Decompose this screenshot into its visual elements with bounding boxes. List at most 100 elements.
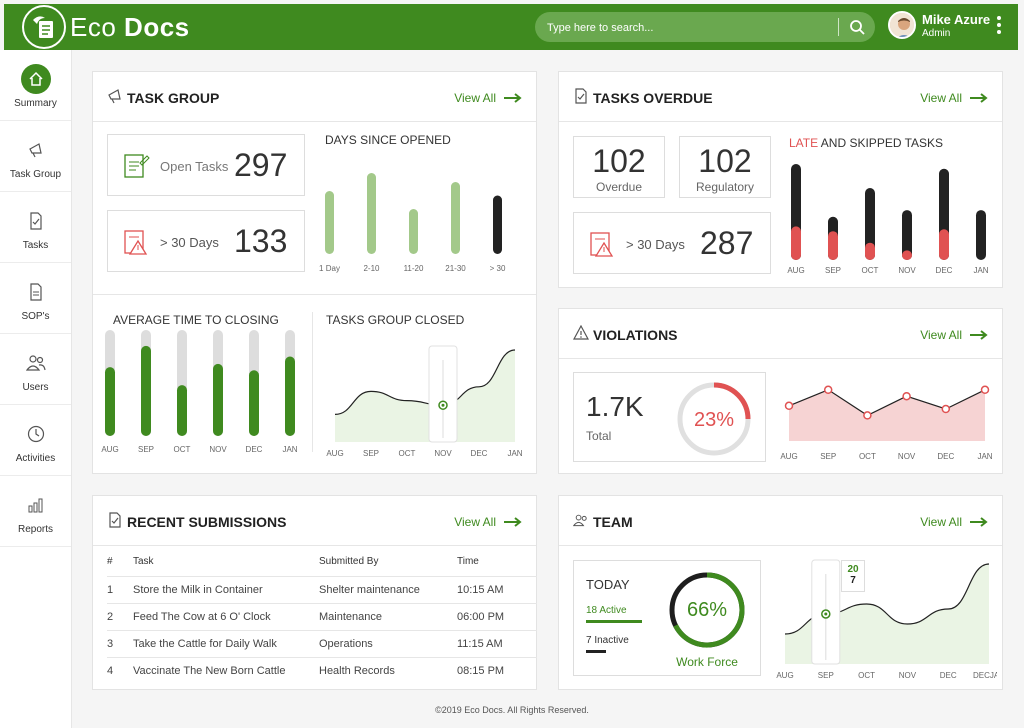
sidebar-item-label: SOP's <box>21 311 50 322</box>
sidebar-item-reports[interactable]: Reports <box>0 476 71 547</box>
table-row[interactable]: 1 Store the Milk in Container Shelter ma… <box>107 575 537 603</box>
view-all-link[interactable]: View All <box>920 328 988 342</box>
row-submitted-by: Operations <box>319 629 457 657</box>
bar-late <box>791 226 801 260</box>
x-tick-label: AUG <box>787 266 804 275</box>
bar <box>451 182 460 254</box>
view-all-link[interactable]: View All <box>920 515 988 529</box>
card-title: TASK GROUP <box>127 90 220 106</box>
violations-line-chart: AUG SEP OCT NOV DEC JAN <box>780 385 993 461</box>
more-menu-icon[interactable] <box>996 16 1002 36</box>
warning-document-icon <box>124 230 148 255</box>
checklist-icon <box>124 154 150 178</box>
x-tick-label: OCT <box>174 445 191 454</box>
arrow-right-icon <box>970 330 988 340</box>
sidebar-item-summary[interactable]: Summary <box>0 50 71 121</box>
violations-total-value: 1.7K <box>586 391 644 422</box>
row-submitted-by: Maintenance <box>319 602 457 630</box>
x-tick-label: JAN <box>507 449 522 458</box>
search-icon[interactable] <box>849 19 865 35</box>
inactive-bar <box>586 650 606 653</box>
table-row[interactable]: 3 Take the Cattle for Daily Walk Operati… <box>107 629 537 657</box>
card-header: TASKS OVERDUE View All <box>559 72 1002 122</box>
overdue-box: 102 Overdue <box>573 136 665 198</box>
card-header: TASK GROUP View All <box>93 72 536 122</box>
x-tick-label: DEC <box>937 452 954 461</box>
x-tick-label: 11-20 <box>404 264 424 273</box>
bar <box>177 385 187 436</box>
open-tasks-box: Open Tasks 297 <box>107 134 305 196</box>
top-bar: Eco Docs Type here to search... Mike Azu… <box>4 4 1018 50</box>
x-tick-label: AUG <box>101 445 118 454</box>
open-tasks-value: 297 <box>234 147 288 183</box>
data-point <box>980 385 990 395</box>
late-title-word: LATE <box>789 136 819 150</box>
search-input[interactable]: Type here to search... <box>535 12 875 42</box>
late-skipped-chart: AUG SEP OCT NOV DEC JAN <box>787 164 989 275</box>
x-tick-label: OCT <box>859 452 876 461</box>
bar <box>493 195 502 254</box>
x-tick-label: NOV <box>898 266 916 275</box>
x-tick-label: JAN <box>977 452 992 461</box>
column-header: Task <box>133 556 154 568</box>
regulatory-label: Regulatory <box>695 180 755 194</box>
sidebar: Summary Task Group Tasks SOP's Users Act… <box>0 50 72 728</box>
tasks-overdue-card: TASKS OVERDUE View All 102 Overdue 102 R… <box>558 71 1003 288</box>
arrow-right-icon <box>970 93 988 103</box>
row-number: 1 <box>107 575 133 603</box>
task-check-icon <box>575 88 587 104</box>
sidebar-item-sops[interactable]: SOP's <box>0 263 71 334</box>
row-submitted-by: Shelter maintenance <box>319 575 457 603</box>
bar <box>976 210 986 260</box>
search-divider <box>838 18 839 36</box>
sidebar-item-label: Reports <box>17 524 53 535</box>
violations-card: VIOLATIONS View All 1.7K Total 23% AUG SE… <box>558 308 1003 474</box>
violations-donut <box>677 382 751 456</box>
sidebar-item-label: Users <box>22 382 49 393</box>
bar-late <box>865 242 875 260</box>
brand-name: Eco Docs <box>70 12 190 43</box>
tasks-group-closed-title: TASKS GROUP CLOSED <box>326 313 465 327</box>
row-task: Feed The Cow at 6 O' Clock <box>133 602 319 630</box>
x-tick-label: NOV <box>434 449 452 458</box>
area-fill <box>335 350 515 442</box>
table-row[interactable]: 2 Feed The Cow at 6 O' Clock Maintenance… <box>107 602 537 630</box>
regulatory-value: 102 <box>698 143 752 179</box>
over-30-days-box: > 30 Days 133 <box>107 210 305 272</box>
view-all-label: View All <box>920 515 962 529</box>
sidebar-item-users[interactable]: Users <box>0 334 71 405</box>
inactive-label: 7 Inactive <box>586 635 629 646</box>
sidebar-item-label: Summary <box>14 98 57 109</box>
x-tick-label: SEP <box>818 671 834 680</box>
sidebar-item-activities[interactable]: Activities <box>0 405 71 476</box>
x-tick-label: OCT <box>858 671 875 680</box>
x-tick-label: 1 Day <box>319 264 340 273</box>
avatar[interactable] <box>888 11 916 39</box>
view-all-link[interactable]: View All <box>454 515 522 529</box>
team-today-box: TODAY 18 Active 7 Inactive 66% Work Forc… <box>573 560 761 676</box>
view-all-link[interactable]: View All <box>454 91 522 105</box>
sidebar-item-tasks[interactable]: Tasks <box>0 192 71 263</box>
users-icon <box>21 348 51 378</box>
view-all-label: View All <box>454 515 496 529</box>
workforce-percent: 66% <box>686 599 728 621</box>
x-tick-label: 21-30 <box>445 264 466 273</box>
view-all-link[interactable]: View All <box>920 91 988 105</box>
arrow-right-icon <box>970 517 988 527</box>
row-time: 06:00 PM <box>457 602 537 630</box>
logo[interactable]: Eco Docs <box>22 5 190 49</box>
avg-time-title: AVERAGE TIME TO CLOSING <box>113 313 279 327</box>
bar <box>105 367 115 436</box>
sidebar-item-task-group[interactable]: Task Group <box>0 121 71 192</box>
table-row[interactable]: 4 Vaccinate The New Born Cattle Health R… <box>107 656 537 684</box>
home-icon <box>20 64 51 94</box>
violations-total-label: Total <box>586 429 612 443</box>
x-tick-label: DEC <box>940 671 957 680</box>
bar <box>865 188 875 260</box>
x-tick-label: DEC <box>246 445 263 454</box>
series-line <box>788 389 986 417</box>
row-task: Take the Cattle for Daily Walk <box>133 629 319 657</box>
user-name[interactable]: Mike Azure <box>922 12 991 27</box>
